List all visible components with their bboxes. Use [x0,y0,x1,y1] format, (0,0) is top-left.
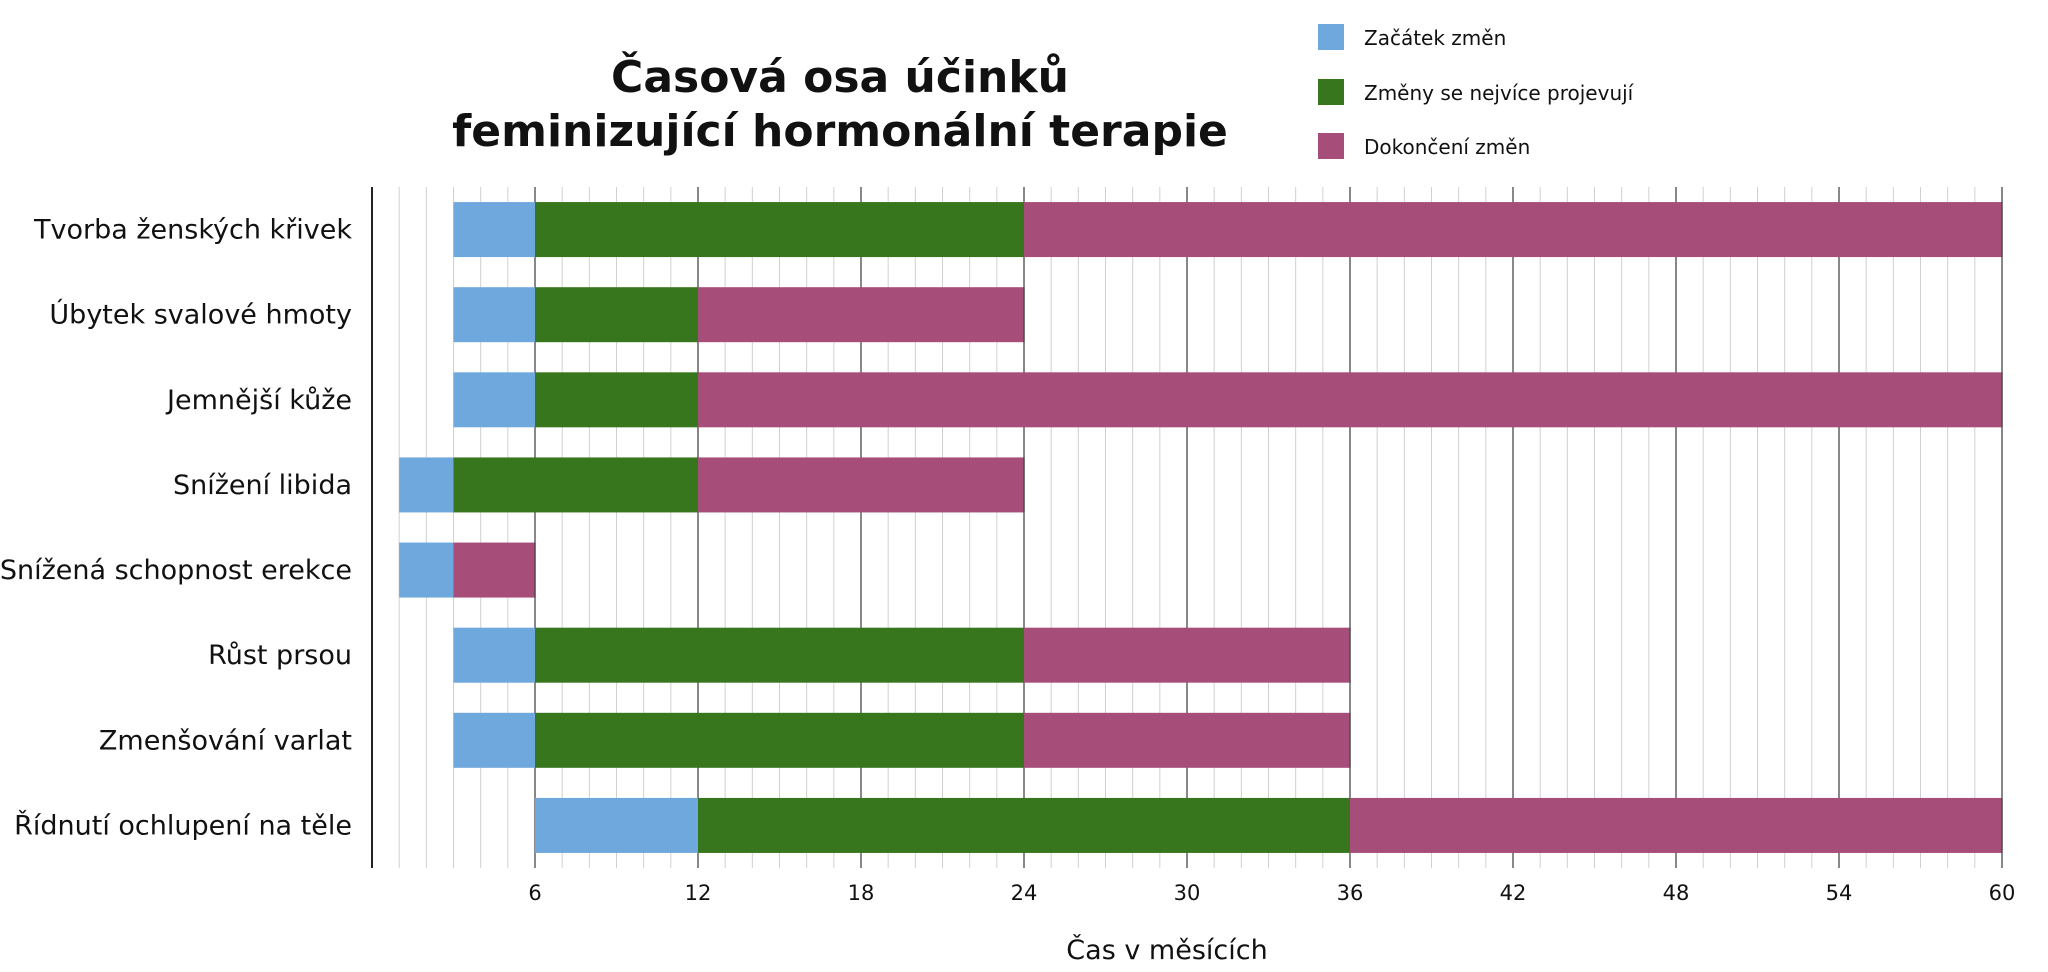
bar-segment [535,712,1024,768]
bar-segment [535,202,1024,258]
bar-segment [1024,627,1350,683]
legend-swatch-peak [1318,79,1344,105]
legend-label-start: Začátek změn [1364,26,1506,50]
bar-segment [698,287,1024,343]
category-label: Růst prsou [208,640,352,671]
category-label: Snížená schopnost erekce [0,555,352,586]
bar-segment [399,457,454,513]
category-label: Úbytek svalové hmoty [49,299,352,331]
legend-swatch-complete [1318,133,1344,159]
bar-segment [698,457,1024,513]
bar-segment [698,372,2002,428]
category-label: Řídnutí ochlupení na těle [14,809,352,841]
bar-segment [453,287,535,343]
bar-segment [453,712,535,768]
x-tick-labels: 6 12 18 24 30 36 42 48 54 60 [528,881,2015,905]
bar-segment [535,797,698,853]
bar-segment [535,287,698,343]
x-tick-label: 36 [1337,881,1364,905]
bar-segment [453,627,535,683]
bar-segment [1350,797,2002,853]
legend-label-complete: Dokončení změn [1364,135,1530,159]
chart-title-line-1: Časová osa účinků [611,50,1069,103]
x-tick-label: 24 [1011,881,1038,905]
bars [399,202,2003,853]
x-tick-label: 48 [1663,881,1690,905]
bar-segment [535,627,1024,683]
bar-segment [1024,202,2002,258]
bar-segment [453,457,698,513]
x-tick-label: 54 [1826,881,1853,905]
chart-title-line-2: feminizující hormonální terapie [452,106,1228,157]
category-label: Jemnější kůže [165,385,352,416]
category-label: Snížení libida [173,470,352,501]
bar-segment [698,797,1350,853]
x-tick-label: 42 [1500,881,1527,905]
x-tick-label: 12 [685,881,712,905]
bar-segment [1024,712,1350,768]
x-tick-label: 6 [528,881,541,905]
legend-label-peak: Změny se nejvíce projevují [1364,81,1635,105]
legend: Začátek změn Změny se nejvíce projevují … [1318,24,1635,159]
x-tick-label: 18 [848,881,875,905]
bar-segment [399,542,454,598]
category-label: Zmenšování varlat [99,725,352,756]
x-axis-title: Čas v měsících [1066,934,1267,966]
bar-segment [453,372,535,428]
bar-segment [453,202,535,258]
legend-swatch-start [1318,24,1344,50]
category-label: Tvorba ženských křivek [33,215,352,246]
category-labels: Tvorba ženských křivek Úbytek svalové hmo… [0,215,352,842]
x-tick-label: 60 [1989,881,2016,905]
bar-segment [453,542,535,598]
bar-segment [535,372,698,428]
x-tick-label: 30 [1174,881,1201,905]
